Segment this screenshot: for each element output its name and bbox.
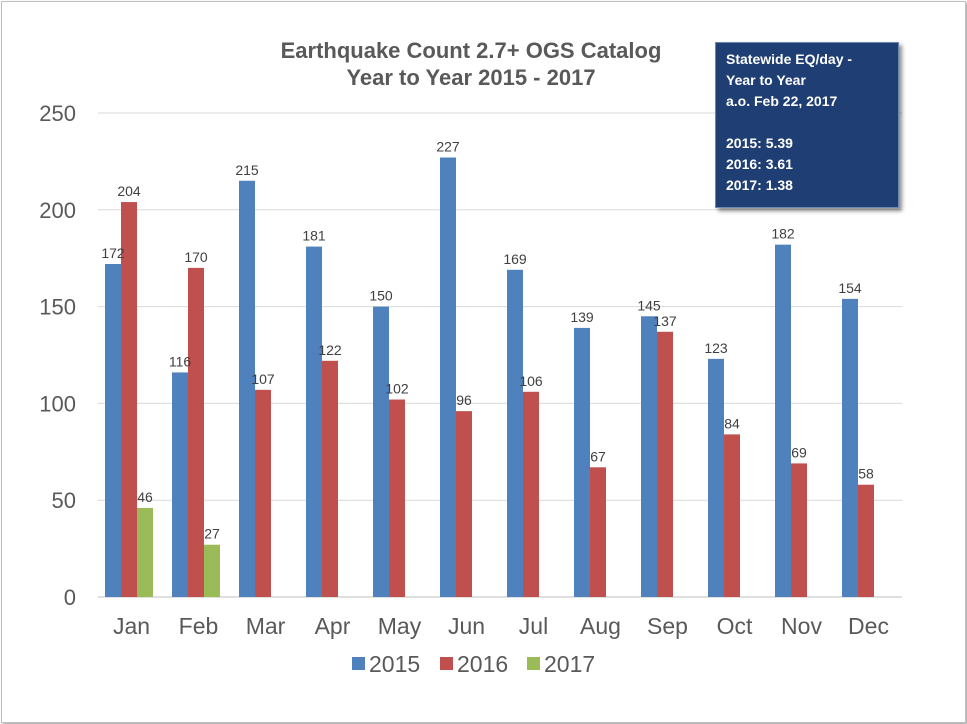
x-tick-label: Oct — [717, 613, 753, 639]
x-tick-label: Apr — [315, 613, 351, 639]
x-tick-label: Feb — [179, 613, 219, 639]
data-label: 96 — [456, 392, 472, 408]
data-label: 67 — [590, 448, 606, 464]
data-label: 139 — [570, 309, 594, 325]
info-line: Statewide EQ/day - — [726, 51, 853, 67]
data-label: 107 — [251, 371, 275, 387]
stats-info-box: Statewide EQ/day - Year to Year a.o. Feb… — [715, 42, 899, 208]
y-tick-label: 0 — [64, 585, 76, 610]
data-label: 69 — [791, 444, 807, 460]
x-tick-label: Nov — [781, 613, 822, 639]
data-label: 182 — [771, 226, 795, 242]
data-label: 106 — [519, 373, 543, 389]
bar-2017-Jan — [137, 507, 153, 597]
data-label: 204 — [117, 183, 141, 199]
x-tick-label: Jan — [113, 613, 150, 639]
info-stat: 2017: 1.38 — [726, 177, 793, 193]
x-tick-label: Dec — [848, 613, 889, 639]
data-label: 116 — [169, 353, 192, 369]
bar-2016-Jul — [523, 391, 539, 597]
data-label: 122 — [318, 342, 342, 358]
bar-2015-Apr — [306, 246, 322, 598]
info-line: Year to Year — [726, 72, 806, 88]
x-tick-label: Mar — [246, 613, 286, 639]
y-axis: 0 50 100 150 200 250 — [39, 101, 76, 610]
y-tick-label: 150 — [39, 295, 76, 320]
x-tick-label: Jul — [519, 613, 548, 639]
bar-2016-Mar — [255, 389, 271, 597]
bar-2016-Apr — [322, 360, 338, 597]
legend: 2015 2016 2017 — [352, 651, 595, 677]
bar-2015-Sep — [641, 316, 657, 597]
info-stat: 2015: 5.39 — [726, 135, 793, 151]
info-stat: 2016: 3.61 — [726, 156, 793, 172]
data-label: 227 — [436, 139, 460, 155]
data-label: 84 — [724, 415, 740, 431]
data-label: 215 — [235, 162, 259, 178]
info-line: a.o. Feb 22, 2017 — [726, 93, 838, 109]
data-label: 169 — [503, 251, 527, 267]
x-tick-label: Jun — [448, 613, 485, 639]
legend-swatch-2017 — [527, 657, 540, 670]
bar-2016-Oct — [724, 434, 740, 597]
legend-label: 2017 — [544, 651, 595, 677]
bar-2016-Dec — [858, 484, 874, 597]
x-axis: Jan Feb Mar Apr May Jun Jul Aug Sep Oct Nov Dec — [113, 613, 889, 639]
y-tick-label: 100 — [39, 391, 76, 416]
bar-2016-Jun — [456, 411, 472, 597]
y-tick-label: 50 — [52, 488, 76, 513]
legend-swatch-2016 — [440, 657, 453, 670]
bar-2015-Mar — [239, 180, 255, 597]
data-label: 181 — [302, 228, 326, 244]
bar-2015-Jun — [440, 157, 456, 597]
bar-2015-Oct — [708, 358, 724, 597]
legend-label: 2015 — [369, 651, 420, 677]
bar-2016-Nov — [791, 463, 807, 597]
bars — [105, 157, 874, 598]
bar-2015-Nov — [775, 244, 791, 597]
bar-2016-Aug — [590, 467, 606, 597]
x-tick-label: May — [378, 613, 422, 639]
data-label: 150 — [369, 288, 393, 304]
bar-2017-Feb — [204, 544, 220, 597]
chart-title-line: Earthquake Count 2.7+ OGS Catalog — [281, 38, 662, 63]
chart-title-line: Year to Year 2015 - 2017 — [346, 65, 595, 90]
bar-2015-May — [373, 306, 389, 597]
bar-2015-Jul — [507, 269, 523, 597]
data-label: 170 — [184, 249, 208, 265]
data-label: 123 — [704, 340, 728, 356]
bar-2015-Aug — [574, 327, 590, 597]
data-label: 137 — [653, 313, 677, 329]
data-label: 172 — [101, 245, 125, 261]
data-label: 58 — [858, 466, 874, 482]
x-tick-label: Sep — [647, 613, 688, 639]
bar-2016-Jan — [121, 202, 137, 597]
y-tick-label: 200 — [39, 198, 76, 223]
data-label: 46 — [137, 489, 153, 505]
legend-label: 2016 — [457, 651, 508, 677]
bar-2016-Feb — [188, 267, 204, 597]
x-tick-label: Aug — [580, 613, 621, 639]
legend-swatch-2015 — [352, 657, 365, 670]
y-tick-label: 250 — [39, 101, 76, 126]
data-label: 145 — [637, 297, 661, 313]
data-label: 102 — [385, 381, 409, 397]
bar-2016-Sep — [657, 331, 673, 597]
data-labels: 172 204 46 116 170 27 215 107 181 122 150 102 227 96 1… — [101, 139, 874, 542]
bar-2015-Feb — [172, 372, 188, 597]
data-label: 27 — [204, 526, 220, 542]
data-label: 154 — [838, 280, 862, 296]
bar-2015-Jan — [105, 264, 121, 597]
bar-2016-May — [389, 399, 405, 597]
bar-2015-Dec — [842, 298, 858, 597]
